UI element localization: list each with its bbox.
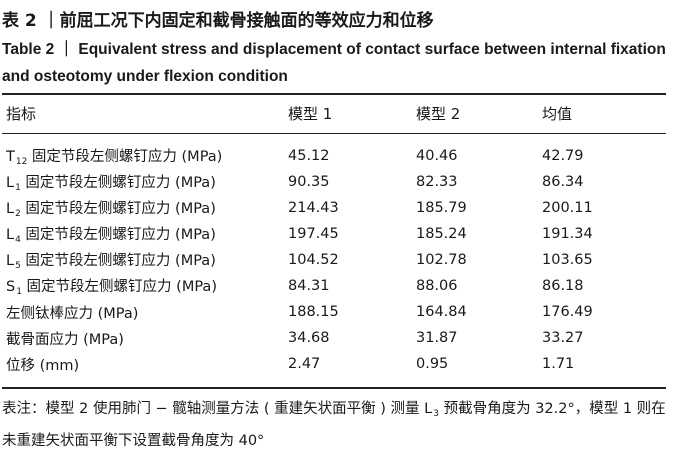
value-mean: 1.71 <box>542 356 575 372</box>
table-row: L1 固定节段左侧螺钉应力 (MPa) 90.35 82.33 86.34 <box>2 169 666 195</box>
value-model-2: 185.24 <box>416 226 467 242</box>
value-model-2: 40.46 <box>416 148 458 164</box>
segment-subscript: 1 <box>15 183 21 193</box>
table-caption-en: Table 2 ｜ Equivalent stress and displace… <box>2 41 666 85</box>
row-indicator: 左侧钛棒应力 (MPa) <box>2 299 288 325</box>
row-indicator: L2 固定节段左侧螺钉应力 (MPa) <box>2 195 288 221</box>
segment-prefix: L <box>6 227 15 243</box>
row-indicator: 位移 (mm) <box>2 351 288 377</box>
indicator-label: 固定节段左侧螺钉应力 (MPa) <box>20 175 216 191</box>
table-top-rule <box>2 93 666 95</box>
value-model-2: 82.33 <box>416 174 458 190</box>
note-text-2: 预截骨角度为 32.2°，模型 1 则在未重建矢状面平衡下设置截骨角度为 40° <box>2 401 666 449</box>
row-indicator: L5 固定节段左侧螺钉应力 (MPa) <box>2 247 288 273</box>
table-row: L4 固定节段左侧螺钉应力 (MPa) 197.45 185.24 191.34 <box>2 221 666 247</box>
header-model-1: 模型 1 <box>288 105 333 123</box>
value-model-1: 197.45 <box>288 226 339 242</box>
value-mean: 86.34 <box>542 174 584 190</box>
header-model-2: 模型 2 <box>416 105 461 123</box>
table-row: L5 固定节段左侧螺钉应力 (MPa) 104.52 102.78 103.65 <box>2 247 666 273</box>
value-model-1: 188.15 <box>288 304 339 320</box>
segment-subscript: 2 <box>15 209 21 219</box>
segment-prefix: L <box>6 175 15 191</box>
value-mean: 33.27 <box>542 330 584 346</box>
segment-prefix: S <box>6 279 16 295</box>
table-bottom-rule <box>2 387 666 389</box>
segment-subscript: 5 <box>15 261 21 271</box>
segment-prefix: T <box>6 149 15 165</box>
table-caption-cn: 表 2 ｜前屈工况下内固定和截骨接触面的等效应力和位移 <box>2 11 434 31</box>
value-model-2: 185.79 <box>416 200 467 216</box>
note-subscript: 3 <box>433 409 439 419</box>
note-text-1: 表注：模型 2 使用肺门 − 髋轴测量方法 ( 重建矢状面平衡 ) 测量 L <box>2 401 433 417</box>
indicator-label: 固定节段左侧螺钉应力 (MPa) <box>27 149 223 165</box>
row-indicator: 截骨面应力 (MPa) <box>2 325 288 351</box>
indicator-label: 固定节段左侧螺钉应力 (MPa) <box>21 279 217 295</box>
table-row: T12 固定节段左侧螺钉应力 (MPa) 45.12 40.46 42.79 <box>2 129 666 169</box>
value-mean: 191.34 <box>542 226 593 242</box>
header-mean: 均值 <box>542 105 573 123</box>
value-mean: 86.18 <box>542 278 584 294</box>
indicator-label: 左侧钛棒应力 (MPa) <box>6 305 139 322</box>
table-note: 表注：模型 2 使用肺门 − 髋轴测量方法 ( 重建矢状面平衡 ) 测量 L3 … <box>2 396 672 455</box>
indicator-label: 截骨面应力 (MPa) <box>6 331 124 348</box>
table-row: 位移 (mm) 2.47 0.95 1.71 <box>2 351 666 377</box>
indicator-label: 固定节段左侧螺钉应力 (MPa) <box>20 253 216 269</box>
table-header-rule <box>2 133 666 134</box>
indicator-label: 位移 (mm) <box>6 357 80 374</box>
data-table: 指标 模型 1 模型 2 均值 T12 固定节段左侧螺钉应力 (MPa) 45.1… <box>2 98 666 377</box>
value-model-1: 45.12 <box>288 148 330 164</box>
value-model-1: 84.31 <box>288 278 330 294</box>
segment-subscript: 12 <box>15 157 28 167</box>
row-indicator: T12 固定节段左侧螺钉应力 (MPa) <box>2 129 288 169</box>
row-indicator: L4 固定节段左侧螺钉应力 (MPa) <box>2 221 288 247</box>
table-row: S1 固定节段左侧螺钉应力 (MPa) 84.31 88.06 86.18 <box>2 273 666 299</box>
value-mean: 176.49 <box>542 304 593 320</box>
row-indicator: L1 固定节段左侧螺钉应力 (MPa) <box>2 169 288 195</box>
table-row: 截骨面应力 (MPa) 34.68 31.87 33.27 <box>2 325 666 351</box>
value-model-2: 102.78 <box>416 252 467 268</box>
segment-subscript: 4 <box>15 235 21 245</box>
header-row: 指标 模型 1 模型 2 均值 <box>2 98 666 129</box>
value-model-1: 34.68 <box>288 330 330 346</box>
value-model-2: 0.95 <box>416 356 449 372</box>
header-indicator: 指标 <box>6 105 37 123</box>
segment-prefix: L <box>6 201 15 217</box>
value-model-1: 90.35 <box>288 174 330 190</box>
segment-prefix: L <box>6 253 15 269</box>
value-model-2: 164.84 <box>416 304 467 320</box>
value-model-1: 214.43 <box>288 200 339 216</box>
table-body: T12 固定节段左侧螺钉应力 (MPa) 45.12 40.46 42.79 L1 固定… <box>2 129 666 377</box>
indicator-label: 固定节段左侧螺钉应力 (MPa) <box>20 227 216 243</box>
table-row: L2 固定节段左侧螺钉应力 (MPa) 214.43 185.79 200.11 <box>2 195 666 221</box>
value-model-2: 31.87 <box>416 330 458 346</box>
value-model-2: 88.06 <box>416 278 458 294</box>
value-model-1: 104.52 <box>288 252 339 268</box>
value-model-1: 2.47 <box>288 356 321 372</box>
table-row: 左侧钛棒应力 (MPa) 188.15 164.84 176.49 <box>2 299 666 325</box>
value-mean: 200.11 <box>542 200 593 216</box>
value-mean: 103.65 <box>542 252 593 268</box>
row-indicator: S1 固定节段左侧螺钉应力 (MPa) <box>2 273 288 299</box>
indicator-label: 固定节段左侧螺钉应力 (MPa) <box>20 201 216 217</box>
segment-subscript: 1 <box>16 287 22 297</box>
value-mean: 42.79 <box>542 148 584 164</box>
